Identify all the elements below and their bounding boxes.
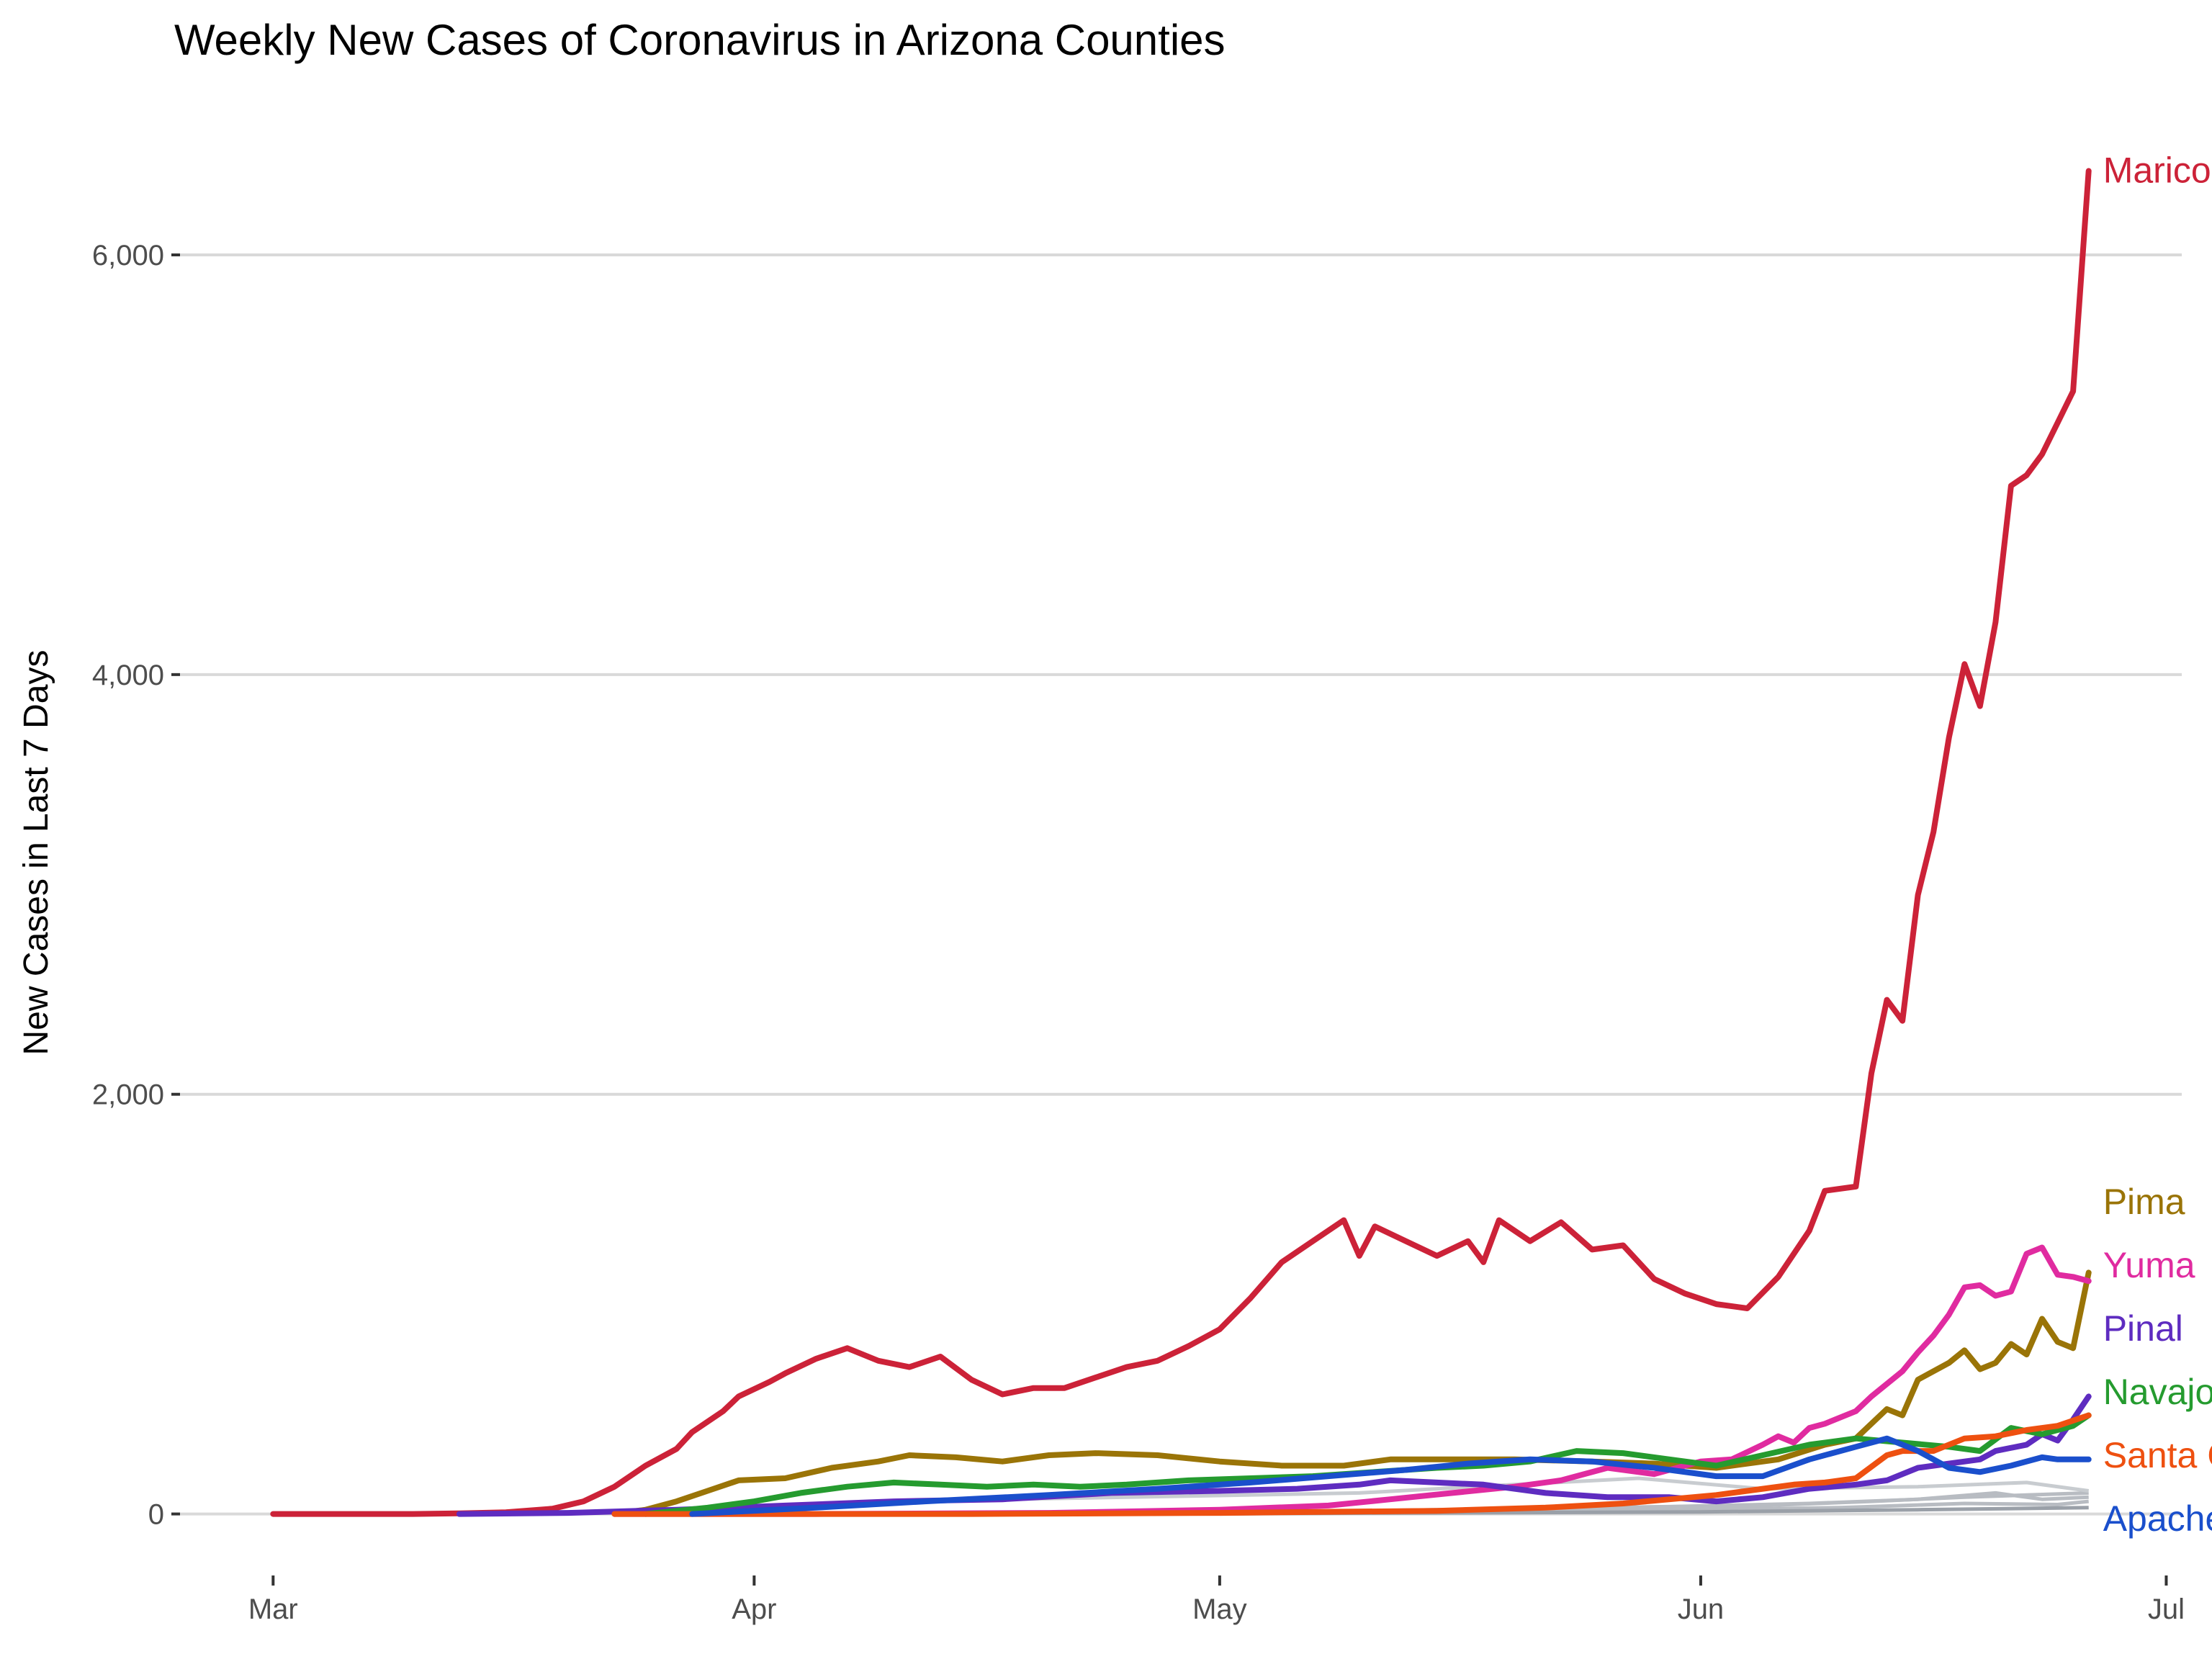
series-label-navajo: Navajo [2103,1372,2212,1412]
series-line-other-county [894,1476,2090,1503]
series-label-pima: Pima [2103,1182,2185,1222]
x-tick-label: Jun [1678,1593,1725,1625]
series-lines [270,168,2092,1517]
x-tick-label: May [1192,1593,1247,1625]
y-tick-label: 6,000 [92,240,164,271]
y-axis-label: New Cases in Last 7 Days [17,650,55,1056]
grid-lines [180,253,2182,1516]
y-tick-label: 0 [148,1499,164,1531]
x-tick-label: Apr [732,1593,776,1625]
chart-title: Weekly New Cases of Coronavirus in Arizo… [174,16,1226,64]
series-line-apache [689,1435,2092,1517]
series-line-maricopa [270,168,2092,1517]
series-label-pinal: Pinal [2103,1308,2183,1349]
x-tick-label: Jul [2148,1593,2185,1625]
series-labels: Maricopa Pima Yuma Pinal Navajo Santa Cruz Apa… [2103,150,2212,1539]
series-line-yuma [611,1244,2092,1517]
series-label-maricopa: Maricopa [2103,150,2212,190]
series-line-santa-cruz [611,1412,2092,1517]
series-label-santa-cruz: Santa Cruz [2103,1435,2212,1475]
x-tick-label: Mar [248,1593,298,1625]
y-tick-label: 2,000 [92,1079,164,1111]
series-label-apache: Apache [2103,1498,2212,1539]
series-label-yuma: Yuma [2103,1245,2195,1285]
series-line-pima [611,1269,2092,1517]
axes: 0 2,000 4,000 6,000 Mar Apr May Jun Jul [92,240,2185,1625]
y-tick-label: 4,000 [92,660,164,691]
